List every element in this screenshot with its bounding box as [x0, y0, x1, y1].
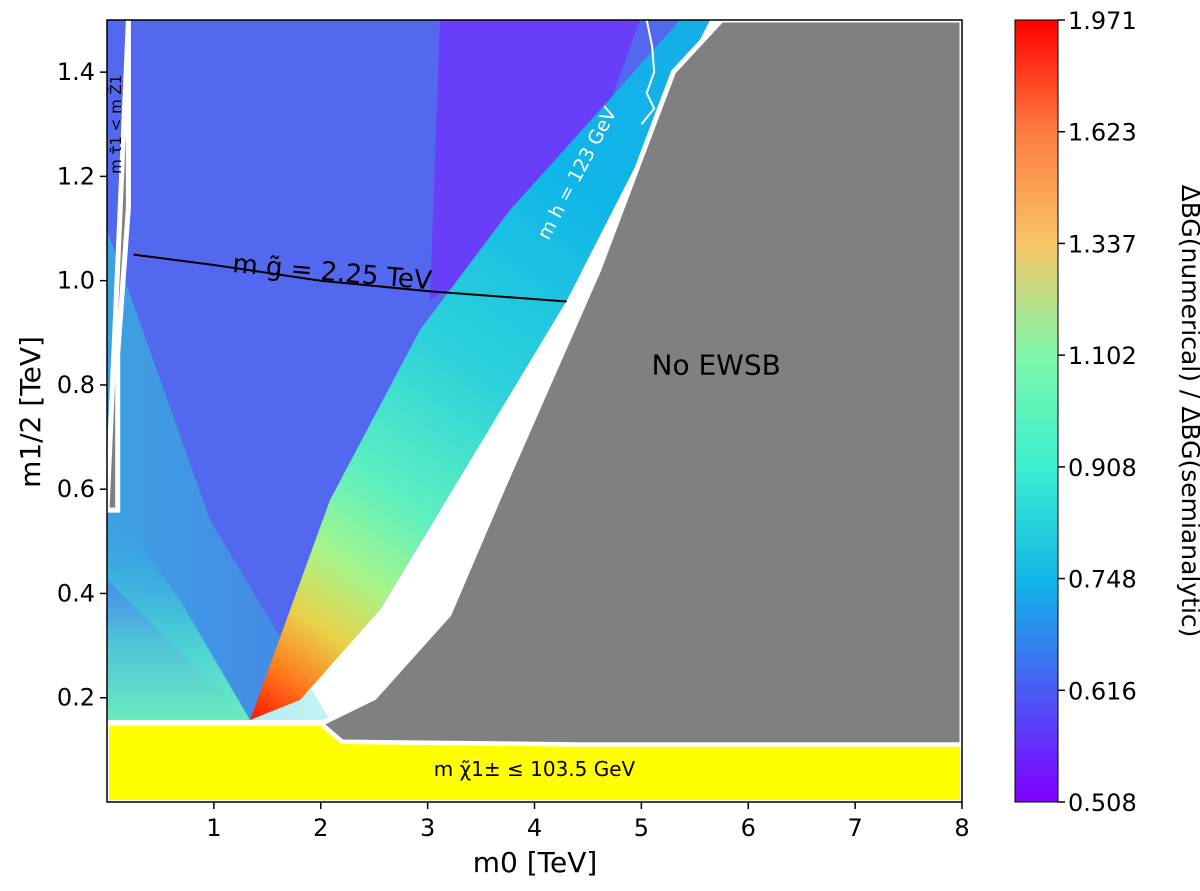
y-axis: 0.2 0.4 0.6 0.8 1.0 1.2 1.4	[57, 58, 107, 712]
plot-area	[107, 20, 962, 802]
x-axis: 1 2 3 4 5 6 7 8	[206, 802, 970, 842]
contour-gluino-mass	[133, 253, 567, 303]
x-tick-label: 8	[954, 814, 969, 842]
colorbar-tick-label: 0.908	[1068, 454, 1137, 482]
heatmap-boundary-band	[250, 20, 710, 720]
colorbar-tick-label: 1.971	[1068, 7, 1137, 35]
heatmap-low-left	[107, 500, 250, 720]
colorbar-tick-label: 1.623	[1068, 119, 1137, 147]
y-tick-label: 1.4	[57, 58, 95, 86]
colorbar-tick-label: 0.748	[1068, 566, 1137, 594]
y-tick-label: 0.2	[57, 684, 95, 712]
annotation-chargino-bound: m χ̃1± ≤ 103.5 GeV	[434, 757, 636, 781]
colorbar-tick-label: 1.337	[1068, 230, 1137, 258]
region-chargino-bound	[107, 721, 962, 802]
x-tick-label: 6	[741, 814, 756, 842]
colorbar-label: ΔBG(numerical) / ΔBG(semianalytic)	[1176, 185, 1200, 638]
colorbar-tick-label: 1.102	[1068, 342, 1137, 370]
x-tick-label: 5	[634, 814, 649, 842]
y-tick-label: 0.6	[57, 475, 95, 503]
y-tick-label: 1.2	[57, 162, 95, 190]
contour-higgs-mass	[640, 20, 656, 125]
colorbar-tick-label: 0.616	[1068, 677, 1137, 705]
annotation-stau-lsp: m τ̃1 < m Z̃1	[106, 75, 125, 174]
x-tick-label: 4	[527, 814, 542, 842]
y-tick-label: 0.4	[57, 579, 95, 607]
x-tick-label: 2	[313, 814, 328, 842]
x-axis-label: m0 [TeV]	[473, 846, 598, 879]
x-tick-label: 1	[206, 814, 221, 842]
colorbar-tick-label: 0.508	[1068, 789, 1137, 817]
region-stau-lsp	[107, 20, 131, 513]
colorbar	[1014, 19, 1059, 803]
region-no-ewsb	[316, 20, 962, 748]
annotation-no-ewsb: No EWSB	[652, 349, 781, 382]
y-tick-label: 1.0	[57, 267, 95, 295]
y-axis-label: m1/2 [TeV]	[14, 336, 47, 488]
heatmap-top-purple	[430, 20, 640, 300]
y-tick-label: 0.8	[57, 371, 95, 399]
x-tick-label: 3	[420, 814, 435, 842]
colorbar-ticks: 0.508 0.616 0.748 0.908 1.102 1.337 1.623 1.971	[1058, 7, 1137, 817]
x-tick-label: 7	[847, 814, 862, 842]
